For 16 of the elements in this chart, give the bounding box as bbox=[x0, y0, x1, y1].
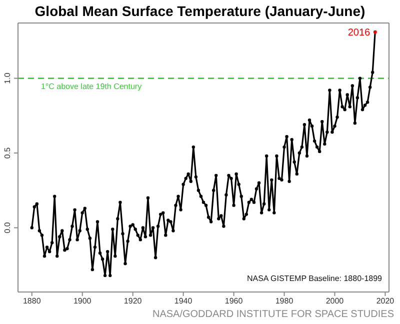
ref-line-label: 1°C above late 19th Century bbox=[41, 82, 142, 91]
x-tick-label: 1900 bbox=[73, 296, 92, 306]
x-tick-label: 1940 bbox=[174, 296, 193, 306]
y-tick-label: 0.5 bbox=[3, 146, 12, 159]
y-tick-label: 0.0 bbox=[3, 222, 12, 234]
x-tick-label: 1880 bbox=[22, 296, 42, 306]
annotation: NASA GISTEMP Baseline: 1880-1899 bbox=[246, 274, 382, 283]
text: NASA/GODDARD INSTITUTE FOR SPACE STUDIES bbox=[152, 309, 394, 320]
x-tick-label: 2020 bbox=[376, 296, 395, 306]
x-tick-label: 1960 bbox=[224, 296, 244, 306]
x-tick-label: 1920 bbox=[124, 296, 142, 306]
x-tick-label: 1980 bbox=[275, 296, 294, 306]
annotation: 2016 bbox=[348, 28, 371, 39]
y-tick-label: 1.0 bbox=[3, 72, 12, 84]
chart-title: Global Mean Surface Temperature (January-June) bbox=[34, 3, 366, 19]
x-tick-label: 2000 bbox=[326, 296, 344, 306]
